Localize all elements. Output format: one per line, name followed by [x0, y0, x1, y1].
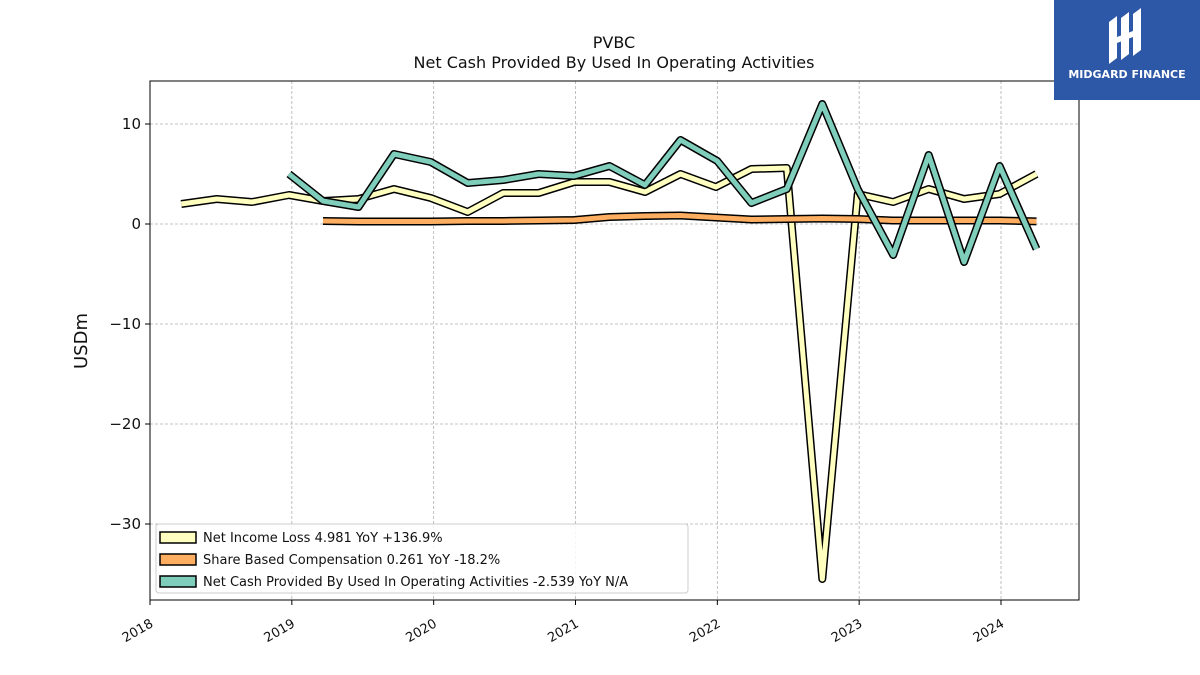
- y-tick-label: 0: [131, 215, 141, 233]
- x-tick-label: 2024: [971, 616, 1007, 646]
- x-tick-label: 2021: [545, 616, 581, 646]
- chart-title: PVBC: [593, 33, 635, 52]
- legend-label: Net Cash Provided By Used In Operating A…: [203, 575, 628, 590]
- chart-subtitle: Net Cash Provided By Used In Operating A…: [414, 53, 815, 72]
- brand-mark-icon: [1109, 8, 1141, 64]
- y-tick-label: −20: [109, 415, 141, 433]
- x-tick-label: 2020: [404, 616, 440, 646]
- y-axis: 10 0 −10 −20 −30: [109, 115, 150, 533]
- legend: Net Income Loss 4.981 YoY +136.9% Share B…: [155, 523, 689, 594]
- legend-label: Share Based Compensation 0.261 YoY -18.2…: [203, 553, 500, 568]
- grid-lines: [149, 81, 1079, 600]
- legend-swatch: [159, 553, 197, 566]
- x-tick-label: 2022: [687, 616, 723, 646]
- x-tick-label: 2023: [829, 616, 865, 646]
- y-axis-label: USDm: [71, 313, 92, 369]
- brand-logo: MIDGARD FINANCE: [1054, 0, 1200, 100]
- series-layer: [180, 100, 1041, 583]
- x-tick-label: 2019: [262, 616, 298, 646]
- series-line: [287, 101, 1039, 265]
- legend-swatch: [159, 531, 197, 544]
- y-tick-label: −30: [109, 515, 141, 533]
- legend-swatch: [159, 575, 197, 588]
- series-line: [322, 213, 1037, 224]
- legend-box: [155, 523, 689, 594]
- plot-frame: [149, 80, 1080, 601]
- series-line: [180, 165, 1038, 582]
- y-tick-label: −10: [109, 315, 141, 333]
- y-tick-label: 10: [122, 115, 141, 133]
- x-axis: 2018 2019 2020 2021 2022 2023 2024: [120, 600, 1007, 646]
- x-tick-label: 2018: [120, 616, 156, 646]
- brand-name: MIDGARD FINANCE: [1068, 68, 1186, 81]
- legend-label: Net Income Loss 4.981 YoY +136.9%: [203, 531, 443, 546]
- series-line-outline: [180, 164, 1039, 583]
